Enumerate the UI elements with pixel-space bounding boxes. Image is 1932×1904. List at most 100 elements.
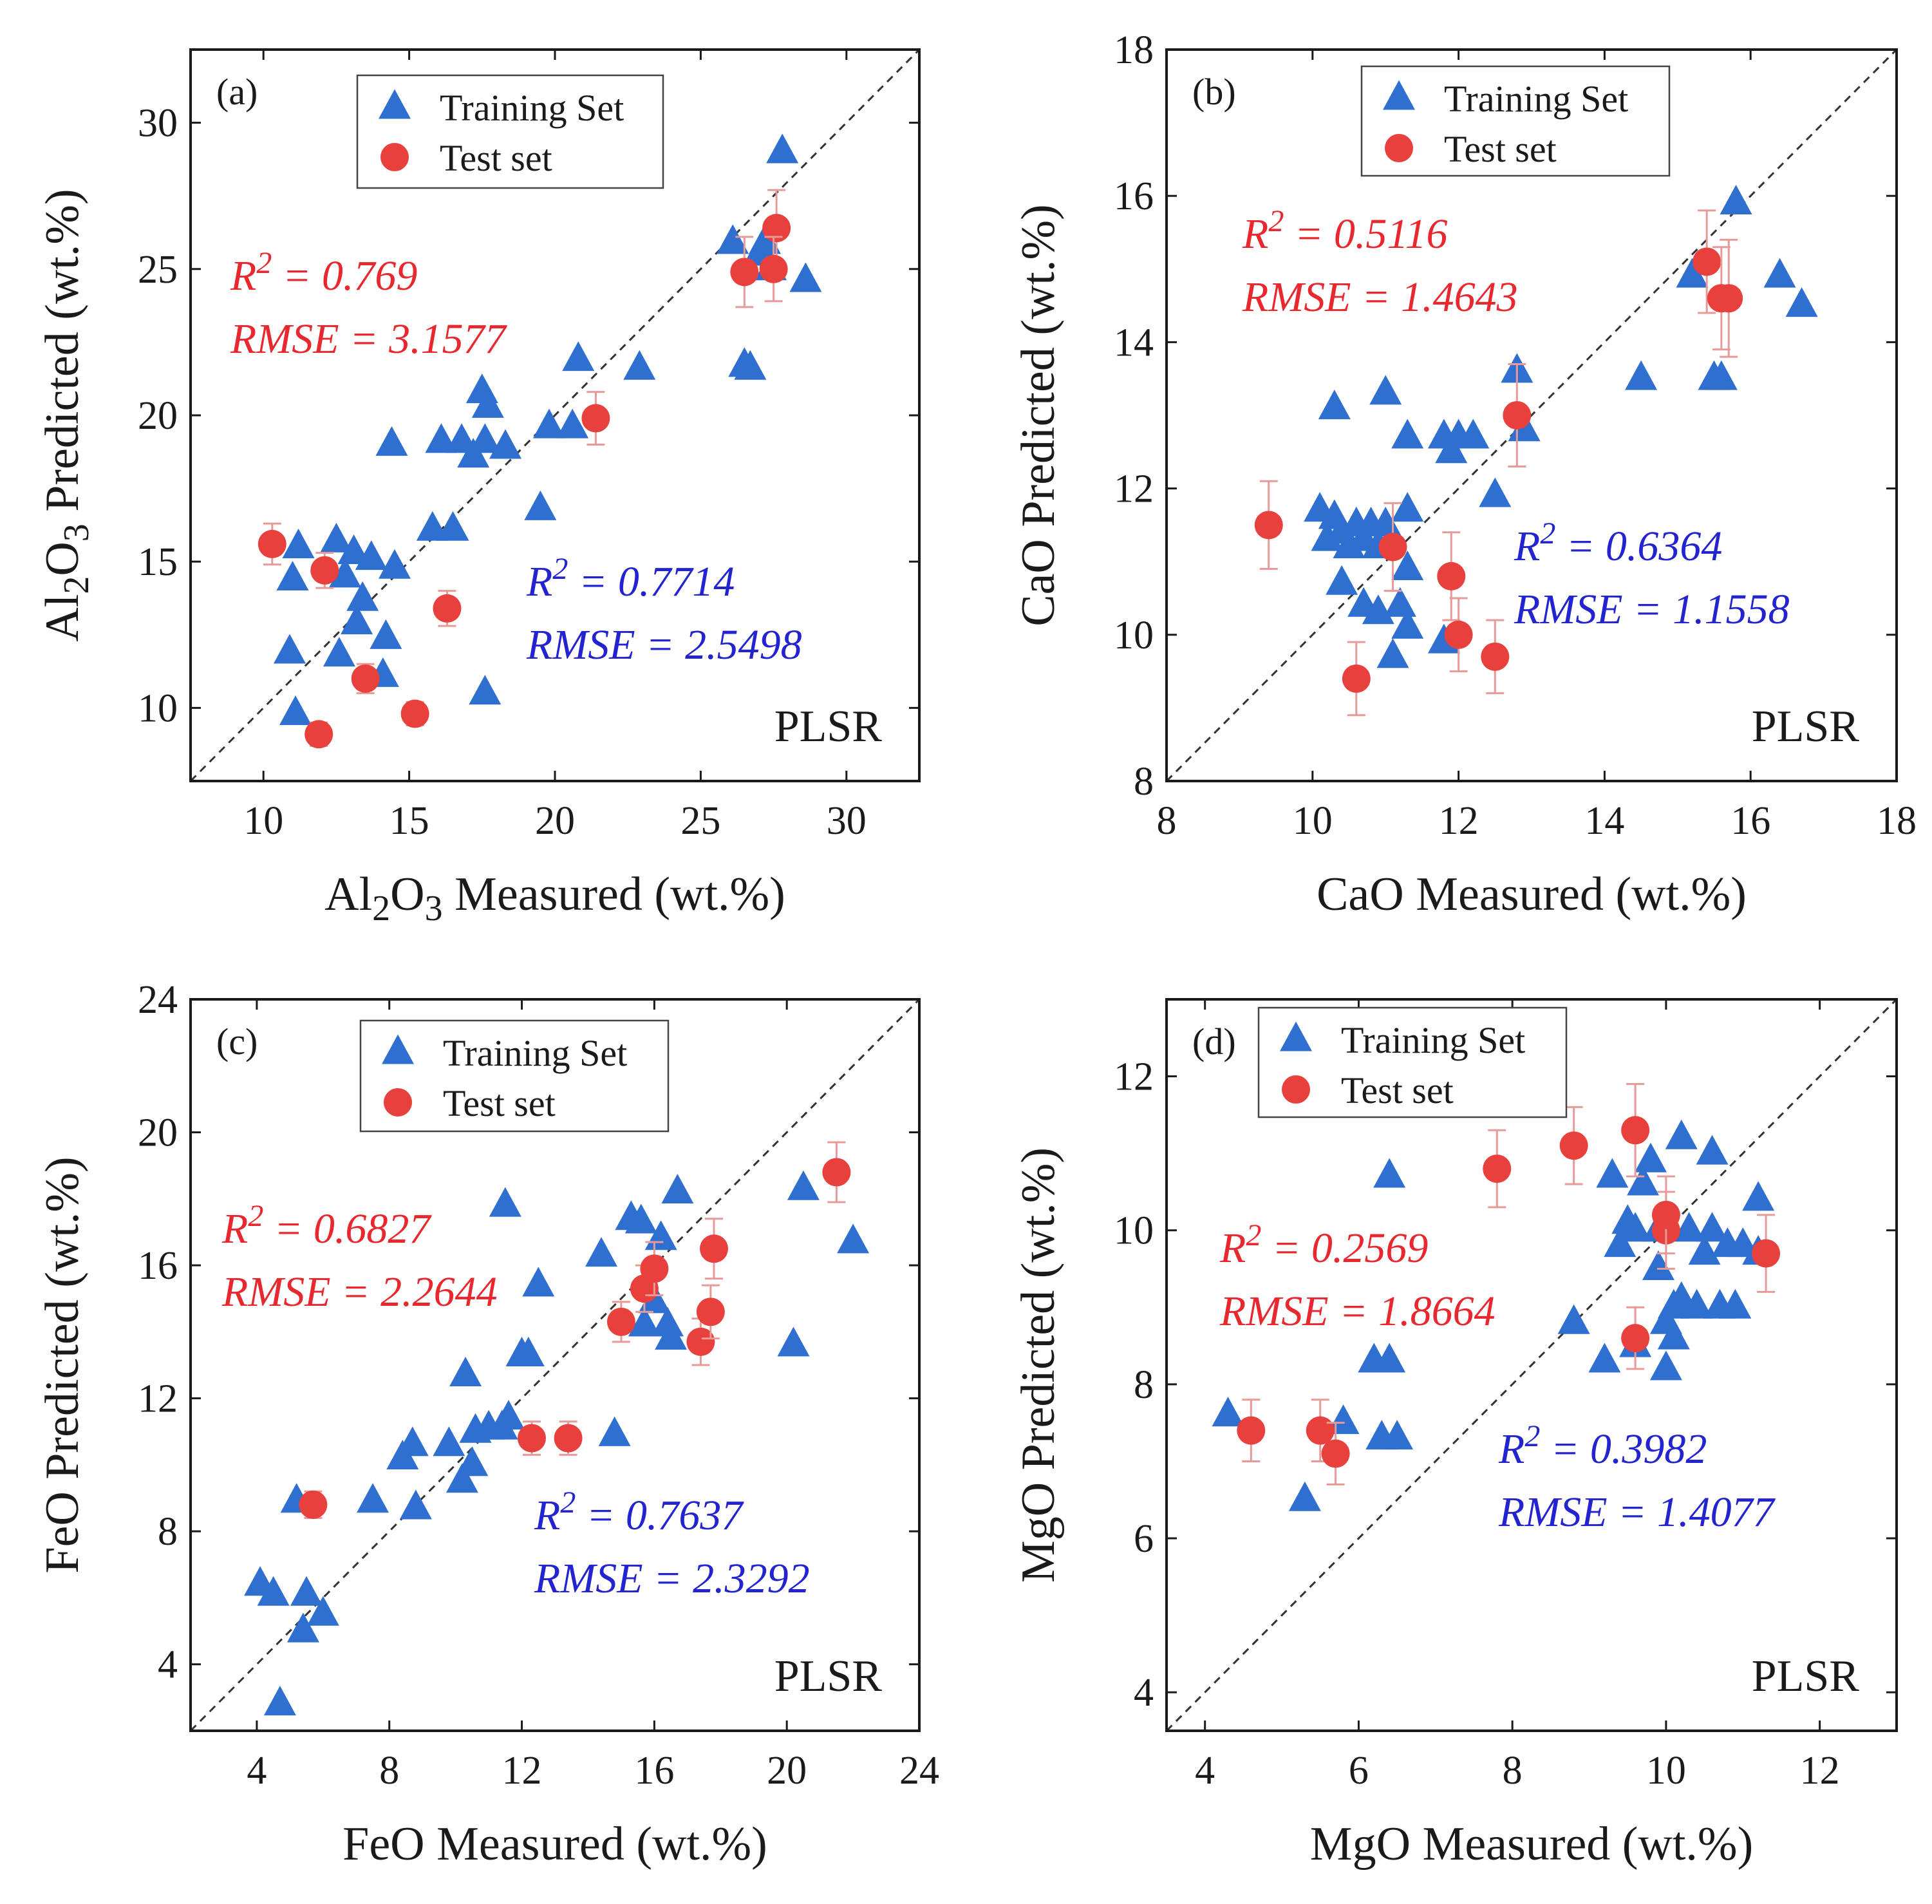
- y-axis-title: Al2O3 Predicted (wt.%): [36, 189, 97, 641]
- training-point: [1376, 638, 1409, 668]
- r2-value: = 0.5116: [1284, 211, 1447, 258]
- r-letter: R: [1242, 211, 1268, 258]
- training-point: [1625, 360, 1658, 390]
- test-point-group: [299, 1490, 328, 1520]
- legend-box: [359, 1019, 670, 1133]
- one-to-one-line: [189, 48, 921, 782]
- test-point: [310, 556, 339, 585]
- training-point: [1391, 492, 1424, 522]
- test-point: [517, 1424, 546, 1453]
- y-tick-label: 16: [1114, 174, 1154, 218]
- legend-triangle-icon: [379, 89, 411, 119]
- x-tick-label: 8: [1503, 1749, 1523, 1793]
- y-tick-label: 4: [1134, 1671, 1154, 1715]
- test-point: [686, 1327, 715, 1356]
- label-part: MgO: [1310, 1818, 1411, 1871]
- training-point: [1673, 1212, 1705, 1242]
- training-point: [1705, 360, 1738, 390]
- test-point-group: [730, 236, 759, 308]
- superscript-2: 2: [1524, 1419, 1540, 1453]
- x-tick-label: 12: [1800, 1749, 1840, 1793]
- superscript-2: 2: [552, 552, 568, 586]
- test-point-group: [1444, 597, 1473, 673]
- training-point: [787, 1170, 820, 1200]
- test-point: [1321, 1439, 1350, 1468]
- training-point: [341, 605, 373, 635]
- training-point: [323, 637, 355, 667]
- test-point-group: [1752, 1214, 1781, 1293]
- training-point: [655, 1320, 688, 1350]
- test-point-group: [759, 236, 788, 303]
- training-point: [1318, 390, 1351, 420]
- training-point: [1665, 1119, 1698, 1149]
- r2-value: = 0.6364: [1555, 523, 1722, 570]
- x-tick-label: 10: [243, 799, 283, 843]
- legend-box: [1360, 65, 1671, 177]
- training-point: [328, 558, 361, 588]
- training-point: [1373, 1343, 1406, 1373]
- x-tick-label: 6: [1349, 1749, 1369, 1793]
- training-point: [512, 1336, 545, 1366]
- training-point: [1288, 1481, 1321, 1511]
- test-point: [258, 529, 286, 558]
- training-point: [734, 350, 767, 380]
- training-point: [532, 408, 565, 438]
- test-point: [1237, 1416, 1266, 1445]
- training-point: [1742, 1181, 1775, 1211]
- legend-training-label: Training Set: [1444, 78, 1628, 120]
- r2-value: = 0.3982: [1540, 1426, 1707, 1473]
- training-point: [489, 1187, 521, 1217]
- training-point: [556, 408, 589, 438]
- test-point: [1254, 511, 1283, 540]
- training-point: [471, 388, 504, 418]
- method-label: PLSR: [1752, 702, 1860, 751]
- test-point: [699, 1234, 728, 1263]
- training-point: [399, 1489, 432, 1520]
- test-point-group: [1342, 641, 1371, 717]
- test-point-group: [1481, 619, 1510, 695]
- training-point: [1696, 1135, 1729, 1165]
- label-part: FeO: [36, 1491, 89, 1573]
- train-rmse-annotation: RMSE = 1.4077: [1498, 1489, 1776, 1536]
- test-point: [554, 1424, 583, 1453]
- r-letter: R: [1219, 1225, 1246, 1272]
- training-point: [1212, 1397, 1244, 1427]
- y-tick-label: 15: [138, 540, 178, 584]
- training-point: [1373, 1158, 1406, 1188]
- test-rmse-annotation: RMSE = 3.1577: [230, 316, 508, 363]
- x-tick-label: 15: [389, 799, 429, 843]
- label-part: Measured (wt.%): [425, 1818, 767, 1871]
- legend-circle-icon: [1385, 134, 1413, 162]
- test-point: [400, 699, 429, 728]
- label-part: FeO: [342, 1818, 424, 1871]
- training-point: [355, 540, 388, 570]
- panel-label: (a): [216, 71, 258, 113]
- subscript: 2: [57, 576, 97, 594]
- y-axis-title: FeO Predicted (wt.%): [36, 1156, 89, 1573]
- label-part: CaO: [1317, 868, 1404, 921]
- y-tick-label: 25: [138, 248, 178, 292]
- training-point: [290, 1576, 323, 1606]
- x-tick-label: 25: [680, 799, 720, 843]
- test-point: [1481, 642, 1510, 671]
- training-point: [628, 1306, 661, 1337]
- training-point: [522, 1267, 555, 1297]
- test-point: [1503, 401, 1532, 429]
- test-point: [1621, 1116, 1650, 1145]
- training-point: [598, 1416, 631, 1446]
- test-point: [581, 404, 610, 433]
- training-point: [375, 426, 408, 456]
- test-point-group: [1237, 1399, 1266, 1462]
- x-tick-label: 8: [379, 1749, 399, 1793]
- label-part: CaO: [1012, 539, 1065, 627]
- test-r2-annotation: R2 = 0.6827: [221, 1199, 432, 1252]
- training-point: [623, 350, 656, 380]
- x-tick-label: 24: [899, 1749, 939, 1793]
- test-point: [1483, 1155, 1512, 1183]
- training-point: [1720, 185, 1752, 215]
- r-letter: R: [1514, 523, 1540, 570]
- test-point-group: [310, 552, 339, 589]
- subscript: 3: [57, 523, 97, 542]
- test-point: [1306, 1416, 1335, 1445]
- y-tick-label: 10: [1114, 614, 1154, 657]
